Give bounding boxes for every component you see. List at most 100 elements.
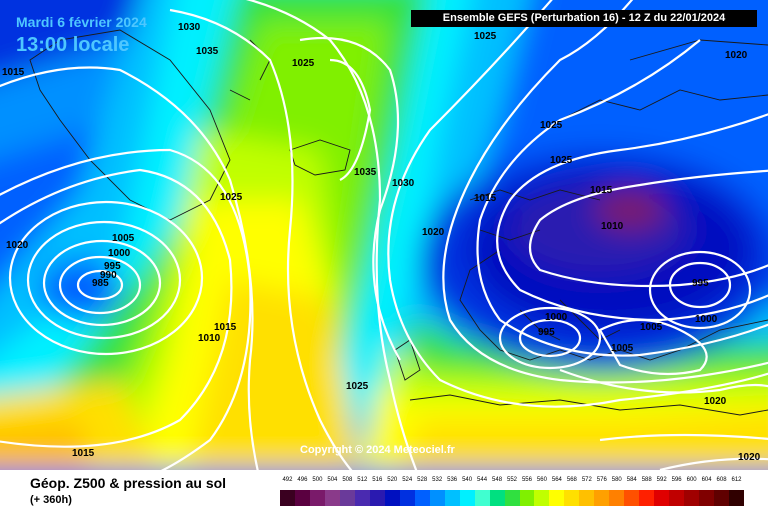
scale-tick-label: 500 [312, 477, 323, 483]
scale-swatch [369, 490, 385, 506]
scale-swatch [309, 490, 325, 506]
scale-tick-label: 516 [372, 477, 383, 483]
scale-swatch [354, 490, 370, 506]
scale-tick-label: 576 [596, 477, 607, 483]
scale-swatch [669, 490, 685, 506]
isobar-label: 1025 [474, 31, 497, 42]
geopotential-map: 1030 1035 1015 1025 1025 1020 1025 1025 … [0, 0, 768, 470]
scale-swatch [444, 490, 460, 506]
scale-swatch [699, 490, 715, 506]
scale-swatch [414, 490, 430, 506]
scale-swatch [384, 490, 400, 506]
scale-tick-label: 512 [357, 477, 368, 483]
lead-time: (+ 360h) [30, 494, 72, 506]
legend-panel: Géop. Z500 & pression au sol (+ 360h) 49… [0, 470, 768, 512]
scale-tick-label: 568 [566, 477, 577, 483]
scale-tick-label: 600 [686, 477, 697, 483]
isobar-label: 1015 [72, 448, 95, 459]
scale-swatch [399, 490, 415, 506]
scale-swatch [459, 490, 475, 506]
isobar-label: 1010 [198, 333, 221, 344]
scale-tick-label: 592 [656, 477, 667, 483]
scale-tick-label: 604 [701, 477, 712, 483]
scale-swatch [714, 490, 730, 506]
scale-swatch [729, 490, 745, 506]
isobar-label: 1000 [695, 314, 718, 325]
isobar-label: 1020 [422, 227, 445, 238]
isobar-label: 1020 [738, 452, 761, 463]
isobar-value-labels: 1030 1035 1015 1025 1025 1020 1025 1025 … [2, 22, 761, 463]
scale-tick-label: 548 [492, 477, 503, 483]
isobar-label: 1020 [704, 396, 727, 407]
scale-swatch [489, 490, 505, 506]
scale-tick-label: 532 [432, 477, 443, 483]
isobar-label: 1030 [392, 178, 415, 189]
scale-tick-label: 552 [506, 477, 518, 483]
field-title: Géop. Z500 & pression au sol [30, 475, 227, 491]
isobar-label: 1025 [220, 192, 243, 203]
scale-tick-label: 528 [417, 477, 428, 483]
scale-tick-label: 608 [716, 477, 727, 483]
scale-tick-label: 612 [731, 477, 742, 483]
scale-swatch [549, 490, 565, 506]
isobar-label: 1015 [2, 67, 25, 78]
scale-swatch [534, 490, 550, 506]
scale-swatch [280, 490, 295, 506]
isobar-label: 1005 [611, 343, 634, 354]
scale-tick-label: 564 [551, 477, 562, 483]
isobar-label: 1010 [601, 221, 624, 232]
isobar-label: 1015 [474, 193, 497, 204]
scale-tick-label: 508 [342, 477, 353, 483]
scale-swatch [339, 490, 355, 506]
forecast-local-time: 13:00 locale [16, 34, 130, 56]
color-scale-bar [280, 490, 745, 506]
isobar-label: 1005 [640, 322, 663, 333]
scale-tick-label: 596 [671, 477, 682, 483]
isobar-label: 1025 [346, 381, 369, 392]
isobar-label: 1000 [545, 312, 568, 323]
isobar-label: 985 [92, 278, 109, 289]
isobar-label: 995 [104, 261, 121, 272]
scale-tick-label: 588 [641, 477, 652, 483]
scale-tick-label: 580 [611, 477, 622, 483]
isobar-label: 990 [100, 270, 117, 281]
isobar-label: 1035 [196, 46, 219, 57]
scale-tick-label: 504 [327, 477, 338, 483]
scale-tick-label: 572 [581, 477, 592, 483]
scale-tick-label: 540 [462, 477, 473, 483]
isobar-label: 1035 [354, 167, 377, 178]
model-run-banner: Ensemble GEFS (Perturbation 16) - 12 Z d… [411, 10, 757, 27]
scale-swatch [579, 490, 595, 506]
isobar-label: 1025 [292, 58, 315, 69]
isobar-label: 995 [538, 327, 555, 338]
scale-tick-label: 492 [282, 477, 293, 483]
scale-tick-label: 560 [536, 477, 547, 483]
scale-tick-label: 520 [387, 477, 398, 483]
scale-swatch [684, 490, 700, 506]
isobar-label: 1015 [214, 322, 237, 333]
scale-swatch [564, 490, 580, 506]
scale-tick-label: 544 [477, 477, 488, 483]
scale-tick-label: 524 [402, 477, 413, 483]
scale-swatch [519, 490, 535, 506]
scale-swatch [639, 490, 655, 506]
scale-tick-label: 496 [297, 477, 308, 483]
scale-swatch [624, 490, 640, 506]
color-scale-labels: 492 496 500 504 508 512 516 520 524 528 532 536 540 5… [280, 477, 744, 489]
copyright-notice: Copyright © 2024 Meteociel.fr [300, 444, 455, 456]
isobar-label: 1000 [108, 248, 131, 259]
scale-swatch [504, 490, 520, 506]
isobar-label: 1020 [6, 240, 29, 251]
scale-swatch [474, 490, 490, 506]
isobar-label: 1030 [178, 22, 201, 33]
geopotential-color-field [0, 0, 768, 470]
scale-tick-label: 584 [626, 477, 637, 483]
scale-swatch [429, 490, 445, 506]
scale-swatch [324, 490, 340, 506]
scale-swatch [594, 490, 610, 506]
scale-swatch [654, 490, 670, 506]
isobar-label: 1020 [725, 50, 748, 61]
scale-swatch [294, 490, 310, 506]
forecast-date: Mardi 6 février 2024 [16, 14, 147, 30]
